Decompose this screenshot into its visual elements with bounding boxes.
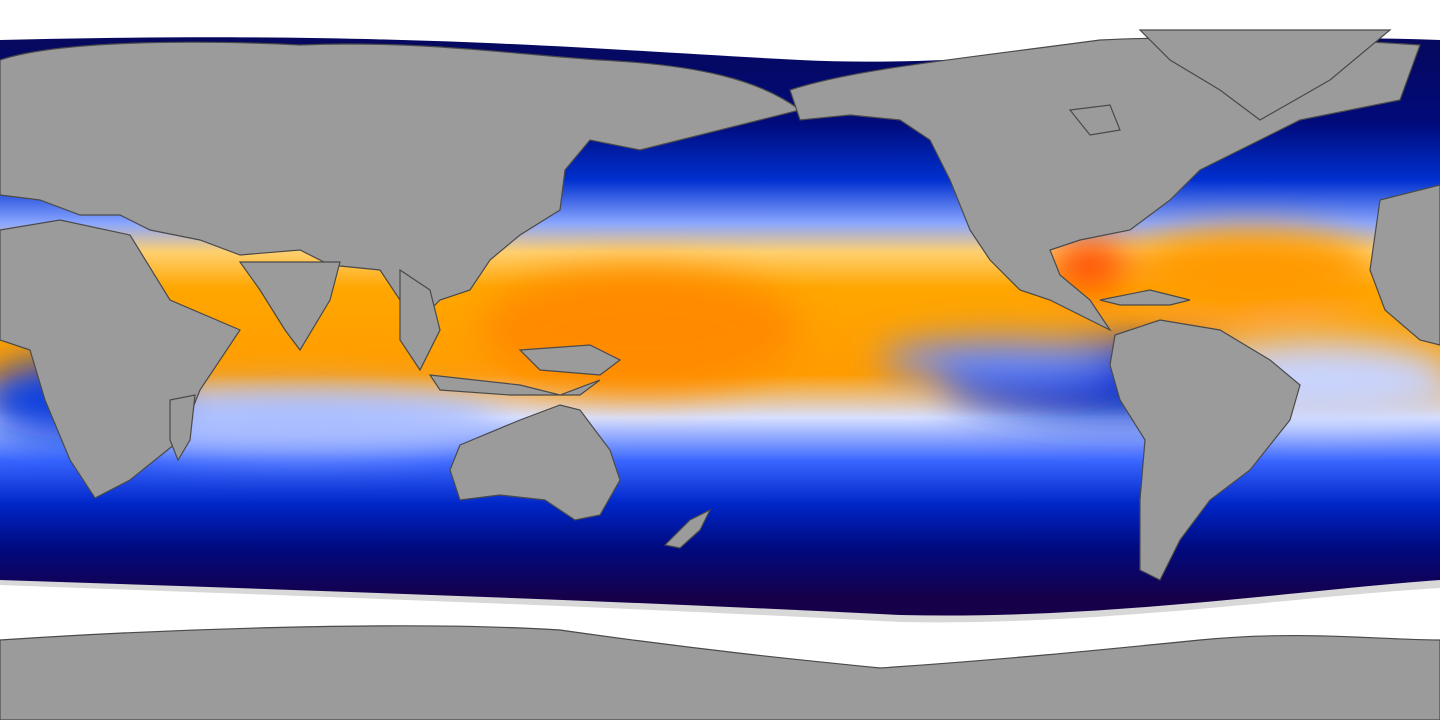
greenland — [1138, 29, 1392, 121]
madagascar — [169, 394, 196, 462]
australia — [449, 404, 621, 521]
south-america — [1109, 319, 1301, 581]
india — [238, 261, 341, 352]
caribbean-islands — [1099, 289, 1191, 306]
new-guinea — [518, 344, 622, 376]
antarctica — [0, 625, 1440, 720]
southeast-asia — [399, 268, 441, 372]
hudson-bay — [1068, 104, 1121, 136]
eurasia — [0, 41, 802, 332]
indonesia — [428, 374, 601, 396]
western-europe-africa — [1369, 184, 1440, 346]
new-zealand — [663, 508, 712, 549]
